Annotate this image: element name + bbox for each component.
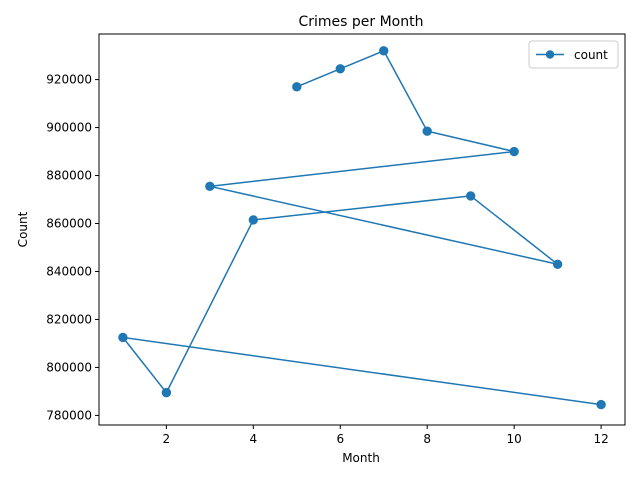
y-axis-label: Count [16, 211, 30, 247]
x-tick-label: 10 [507, 432, 522, 446]
data-point [161, 387, 172, 398]
y-tick-label: 780000 [46, 408, 92, 422]
y-axis: 780000 800000 820000 840000 860000 880000 9000… [46, 73, 99, 422]
x-tick-label: 6 [336, 432, 344, 446]
y-tick-label: 920000 [46, 73, 92, 87]
x-axis-label: Month [342, 451, 380, 465]
x-tick-label: 8 [423, 432, 431, 446]
y-tick-label: 800000 [46, 360, 92, 374]
plot-area [118, 46, 606, 410]
chart-title: Crimes per Month [298, 14, 423, 30]
legend: count [528, 40, 619, 69]
legend-box [528, 40, 619, 69]
data-point [596, 399, 606, 410]
data-point [552, 259, 563, 269]
x-tick-label: 4 [250, 432, 258, 446]
x-axis: 2 4 6 8 10 12 [163, 425, 609, 446]
plot-frame [98, 33, 626, 426]
x-tick-label: 2 [163, 432, 171, 446]
data-point [465, 191, 476, 201]
y-tick-label: 880000 [46, 169, 92, 183]
data-point [422, 126, 432, 136]
data-point [509, 146, 519, 157]
y-tick-label: 860000 [46, 217, 92, 231]
series-line-count [122, 50, 602, 406]
legend-marker [545, 50, 555, 59]
data-point [248, 215, 259, 225]
legend-label: count [574, 48, 608, 62]
y-tick-label: 820000 [46, 312, 92, 326]
x-tick-label: 12 [593, 432, 608, 446]
data-point [118, 332, 128, 343]
y-tick-label: 900000 [46, 121, 92, 135]
data-point [205, 181, 215, 192]
data-point [379, 46, 389, 56]
data-point [292, 82, 302, 92]
y-tick-label: 840000 [46, 264, 92, 278]
data-point [335, 64, 345, 74]
